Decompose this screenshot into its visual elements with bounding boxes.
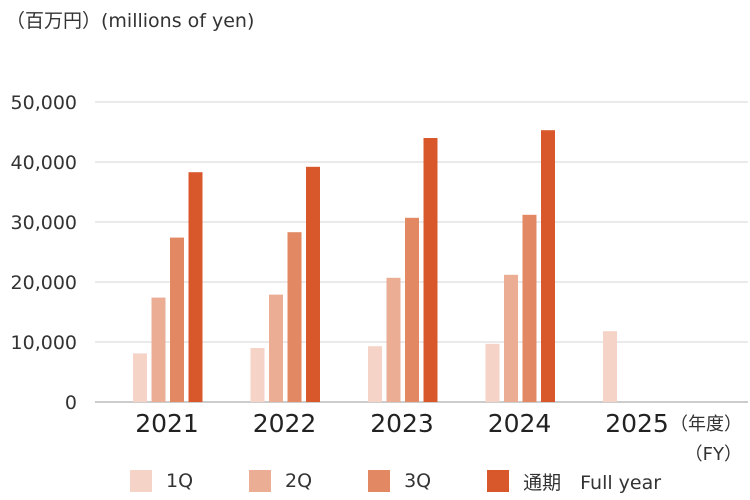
bar-2021-2q bbox=[151, 297, 166, 402]
bar-2023-1q bbox=[368, 346, 382, 402]
bar-2022-fullyear bbox=[306, 166, 320, 402]
bar-chart: 0 10,000 20,000 30,000 40,000 50,000 2021 2022 2… bbox=[11, 92, 748, 438]
x-tick-label: 2024 bbox=[488, 409, 552, 438]
legend-item-1q: 1Q bbox=[130, 470, 193, 492]
bar-2024-2q bbox=[504, 274, 518, 402]
y-tick-label: 30,000 bbox=[11, 212, 77, 234]
legend-item-3q: 3Q bbox=[368, 470, 431, 492]
legend-label-3q: 3Q bbox=[404, 470, 432, 492]
y-tick-label: 0 bbox=[65, 392, 77, 414]
bar-2024-1q bbox=[485, 343, 500, 402]
x-tick-label: 2022 bbox=[253, 409, 317, 438]
legend-item-full-year: 通期 Full year bbox=[487, 468, 661, 495]
legend-label-1q: 1Q bbox=[166, 470, 194, 492]
bar-2023-2q bbox=[386, 277, 401, 402]
bar-2023-fullyear bbox=[423, 138, 438, 402]
y-tick-label: 20,000 bbox=[11, 272, 77, 294]
bar-2021-1q bbox=[133, 353, 147, 402]
legend-label-2q: 2Q bbox=[285, 470, 313, 492]
y-tick-label: 40,000 bbox=[11, 152, 77, 174]
legend-label-full-year: 通期 Full year bbox=[523, 471, 662, 494]
x-tick-label: 2021 bbox=[135, 409, 199, 438]
bar-2025-1q bbox=[603, 331, 617, 402]
bar-2022-1q bbox=[250, 348, 265, 402]
y-tick-label: 50,000 bbox=[11, 92, 77, 114]
bar-2022-3q bbox=[287, 232, 302, 402]
fiscal-year-label-jp: （年度） bbox=[670, 414, 742, 435]
legend-swatch-1q bbox=[130, 470, 152, 492]
bar-2024-3q bbox=[522, 214, 537, 402]
bar-2022-2q bbox=[269, 294, 283, 402]
legend-swatch-2q bbox=[249, 470, 272, 492]
unit-label: （百万円）(millions of yen) bbox=[6, 10, 255, 32]
bar-2024-fullyear bbox=[541, 130, 555, 402]
y-tick-label: 10,000 bbox=[11, 332, 77, 354]
legend-item-2q: 2Q bbox=[249, 470, 312, 492]
legend: 1Q 2Q 3Q 通期 Full year bbox=[130, 466, 661, 496]
x-tick-label: 2023 bbox=[370, 409, 434, 438]
bar-2023-3q bbox=[405, 217, 419, 402]
x-tick-label: 2025 bbox=[605, 409, 669, 438]
legend-swatch-full-year bbox=[487, 470, 510, 492]
bar-2021-3q bbox=[170, 237, 184, 402]
fiscal-year-label-en: （FY） bbox=[684, 444, 742, 465]
bar-2021-fullyear bbox=[188, 172, 203, 402]
legend-swatch-3q bbox=[368, 470, 391, 492]
